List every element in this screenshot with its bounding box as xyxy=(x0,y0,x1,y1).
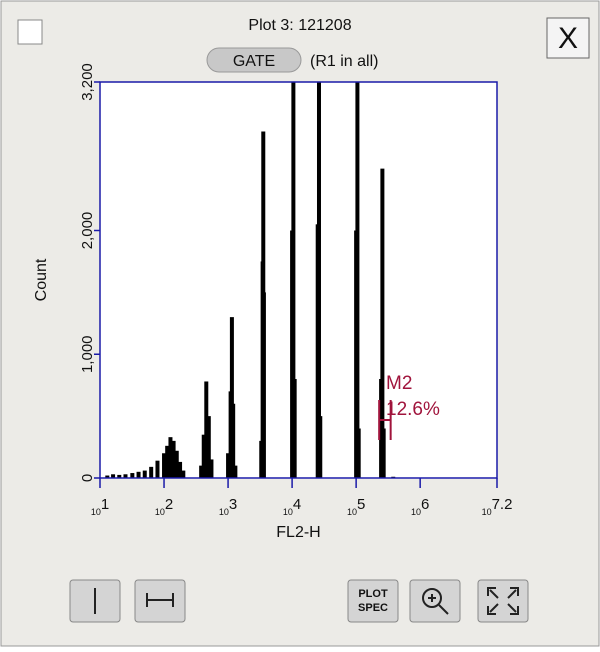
x-tick-label: 106 xyxy=(411,496,429,517)
y-tick-label: 3,200 xyxy=(79,63,96,101)
bar xyxy=(231,403,236,478)
histogram xyxy=(105,82,396,478)
plot-area xyxy=(100,82,497,479)
toolbar: PLOT SPEC xyxy=(69,579,529,623)
close-button-label: X xyxy=(558,22,578,55)
bar xyxy=(380,168,385,478)
bar xyxy=(316,82,321,478)
x-tick-label: 101 xyxy=(91,496,109,517)
x-tick-label: 102 xyxy=(155,496,173,517)
bar xyxy=(199,465,204,478)
checkbox[interactable] xyxy=(17,19,43,45)
marker-percent: 12.6% xyxy=(386,399,440,420)
bar xyxy=(355,82,360,478)
gate-button[interactable] xyxy=(206,47,302,73)
bar xyxy=(209,459,214,478)
bar xyxy=(171,440,176,478)
y-tick-label: 0 xyxy=(79,474,96,482)
bar xyxy=(201,434,206,478)
plot-frame xyxy=(99,81,498,479)
bar xyxy=(174,450,179,478)
icon xyxy=(422,588,442,608)
bar xyxy=(117,474,122,478)
bar xyxy=(123,474,128,478)
plot-spec-label: PLOT xyxy=(358,588,388,600)
x-tick-exponent: 3 xyxy=(229,496,237,513)
bar xyxy=(105,475,110,478)
bar xyxy=(204,381,209,478)
x-tick-exponent: 1 xyxy=(101,496,109,513)
close-button[interactable] xyxy=(546,17,590,59)
gate-text: (R1 in all) xyxy=(310,53,378,70)
bar xyxy=(111,474,116,478)
bar xyxy=(136,471,141,478)
x-tick-base: 10 xyxy=(155,507,165,517)
fit-button[interactable] xyxy=(477,579,529,623)
bar xyxy=(142,470,147,478)
marker-name: M2 xyxy=(386,373,412,394)
icon xyxy=(487,587,519,615)
x-tick-label: 107.2 xyxy=(482,496,513,517)
window-title: Plot 3: 121208 xyxy=(248,17,351,34)
icon xyxy=(146,593,174,607)
x-tick-exponent: 5 xyxy=(357,496,365,513)
bar xyxy=(233,465,238,478)
x-tick-base: 10 xyxy=(482,507,492,517)
x-tick-label: 104 xyxy=(283,496,301,517)
bar xyxy=(291,82,296,478)
x-tick-exponent: 2 xyxy=(165,496,173,513)
x-tick-label: 105 xyxy=(347,496,365,517)
bar xyxy=(381,428,386,478)
x-tick-base: 10 xyxy=(283,507,293,517)
x-tick-base: 10 xyxy=(347,507,357,517)
x-tick-exponent: 6 xyxy=(421,496,429,513)
bar xyxy=(168,437,173,478)
y-axis-label: Count xyxy=(33,258,50,301)
bar xyxy=(178,461,183,478)
x-tick-label: 103 xyxy=(219,496,237,517)
bar xyxy=(162,453,167,478)
x-tick-base: 10 xyxy=(91,507,101,517)
bar xyxy=(149,466,154,478)
x-tick-base: 10 xyxy=(411,507,421,517)
plot-spec-button[interactable] xyxy=(347,579,399,623)
bar xyxy=(165,445,170,478)
zoom-button[interactable] xyxy=(409,579,461,623)
y-tick-label: 1,000 xyxy=(79,335,96,373)
icon xyxy=(428,594,449,615)
x-tick-exponent: 4 xyxy=(293,496,301,513)
y-tick-label: 2,000 xyxy=(79,212,96,250)
bar xyxy=(261,292,266,478)
bar xyxy=(318,416,323,478)
bar xyxy=(130,473,135,478)
bar xyxy=(181,470,186,478)
bar xyxy=(356,428,361,478)
x-axis-label: FL2-H xyxy=(276,524,320,541)
x-tick-exponent: 7.2 xyxy=(492,496,513,513)
gate-button-label: GATE xyxy=(233,53,275,70)
bar xyxy=(292,379,297,478)
bar xyxy=(155,460,160,478)
bar xyxy=(226,453,231,478)
marker-bracket xyxy=(378,400,392,440)
plot-spec-label: SPEC xyxy=(358,602,388,614)
bar xyxy=(206,416,211,478)
bar xyxy=(229,317,234,478)
x-tick-base: 10 xyxy=(219,507,229,517)
